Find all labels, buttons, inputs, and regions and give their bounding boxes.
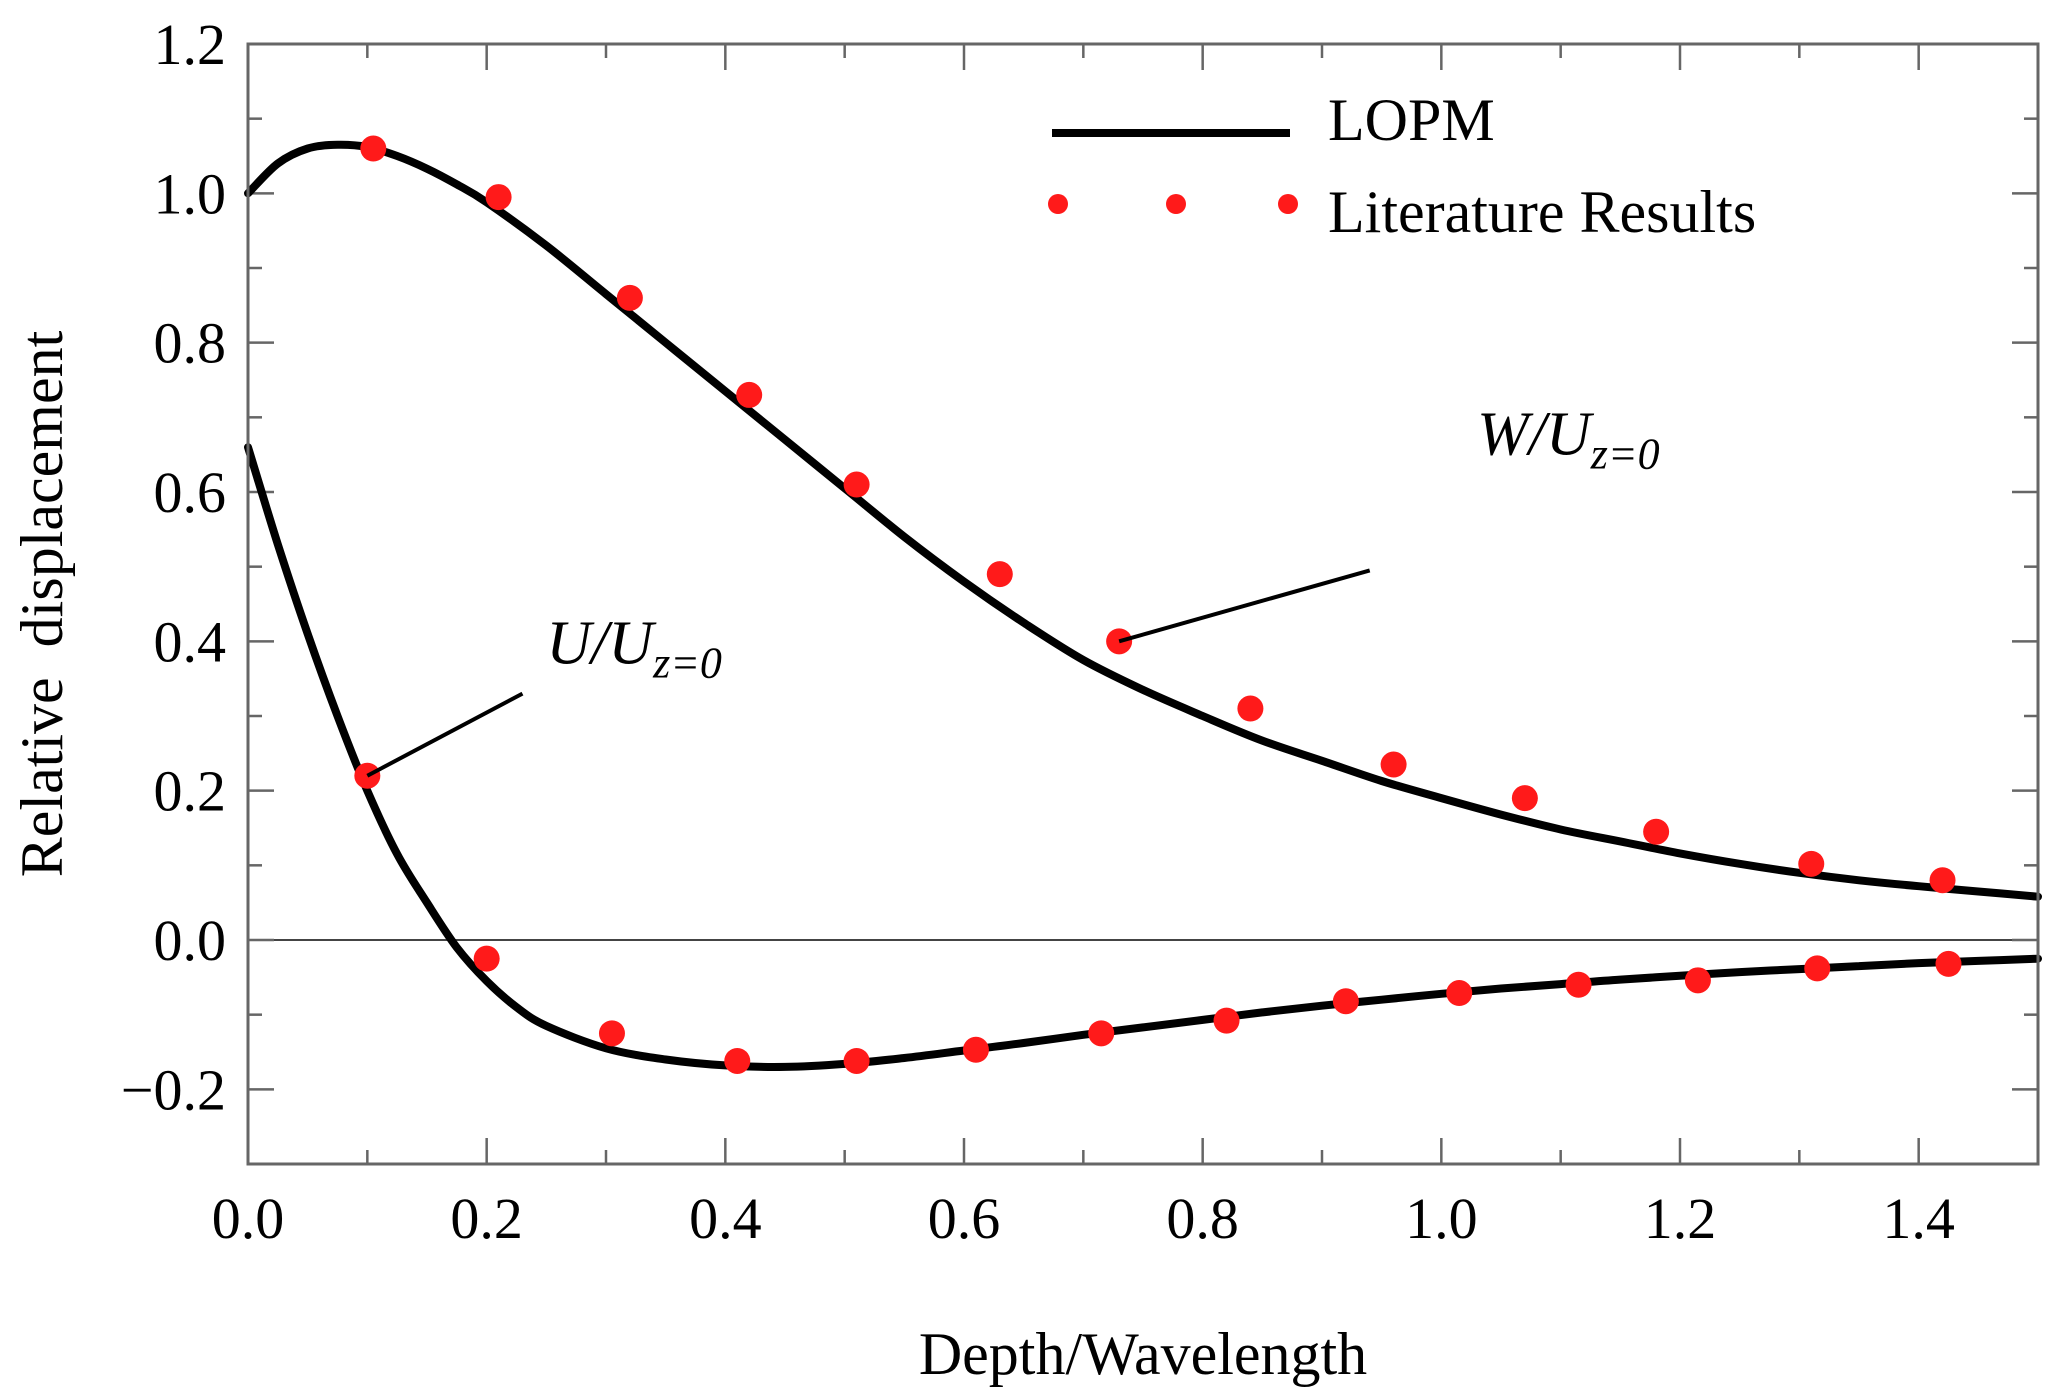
data-point-w [736,381,763,408]
x-tick-label: 1.4 [1882,1186,1955,1251]
x-axis-title: Depth/Wavelength [919,1321,1367,1387]
data-point-u [724,1047,751,1074]
data-point-u [843,1047,870,1074]
y-tick-label: 0.0 [154,908,227,973]
y-axis-title: Relative displacement [9,330,75,877]
x-tick-label: 1.2 [1644,1186,1717,1251]
data-point-w [485,184,512,211]
data-point-w [843,471,870,498]
y-tick-label: 0.6 [154,460,227,525]
data-point-u [1088,1020,1115,1047]
x-tick-label: 0.0 [212,1186,285,1251]
data-point-w [360,135,387,162]
data-point-u [1804,955,1831,982]
data-point-w [1511,785,1538,812]
data-point-w [1929,867,1956,894]
y-tick-label: −0.2 [121,1057,226,1122]
data-point-u [1565,971,1592,998]
annotation-label-w: W/Uz=0 [1477,401,1659,479]
x-tick-label: 0.4 [689,1186,762,1251]
annotation-label-u: U/Uz=0 [546,610,722,688]
data-point-w [1798,850,1825,877]
legend-dot-swatch [1278,194,1298,214]
data-point-u [598,1020,625,1047]
y-tick-label: 0.4 [154,609,227,674]
data-point-u [473,945,500,972]
data-point-u [1213,1007,1240,1034]
x-tick-label: 0.8 [1166,1186,1239,1251]
y-tick-label: 0.2 [154,759,227,824]
legend-label-literature: Literature Results [1328,179,1756,245]
plot-frame [246,42,2040,1166]
annotation-leader-w [1118,568,1371,644]
x-tick-label: 1.0 [1405,1186,1478,1251]
data-point-u [1935,950,1962,977]
data-point-u [1332,988,1359,1015]
legend-dot-swatch [1048,194,1068,214]
x-tick-label: 0.2 [450,1186,523,1251]
legend-label-lopm: LOPM [1328,87,1495,153]
annotation-leader-u [366,691,524,778]
data-point-w [986,561,1013,588]
data-point-u [1684,967,1711,994]
y-tick-label: 0.8 [154,311,227,376]
x-tick-label: 0.6 [928,1186,1001,1251]
data-point-u [1446,980,1473,1007]
data-point-w [616,284,643,311]
y-tick-label: 1.0 [154,161,227,226]
series-line-w [244,140,2042,901]
data-point-w [1237,695,1264,722]
data-point-u [962,1036,989,1063]
data-point-w [1380,751,1407,778]
y-tick-label: 1.2 [154,12,227,77]
legend-dot-swatch [1166,194,1186,214]
data-point-w [1643,818,1670,845]
